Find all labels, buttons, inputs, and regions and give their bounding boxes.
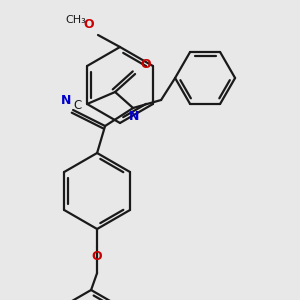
Text: O: O bbox=[83, 18, 94, 31]
Text: O: O bbox=[92, 250, 102, 263]
Text: O: O bbox=[140, 58, 151, 71]
Text: N: N bbox=[129, 110, 139, 123]
Text: C: C bbox=[74, 99, 82, 112]
Text: N: N bbox=[61, 94, 71, 107]
Text: CH₃: CH₃ bbox=[66, 15, 86, 25]
